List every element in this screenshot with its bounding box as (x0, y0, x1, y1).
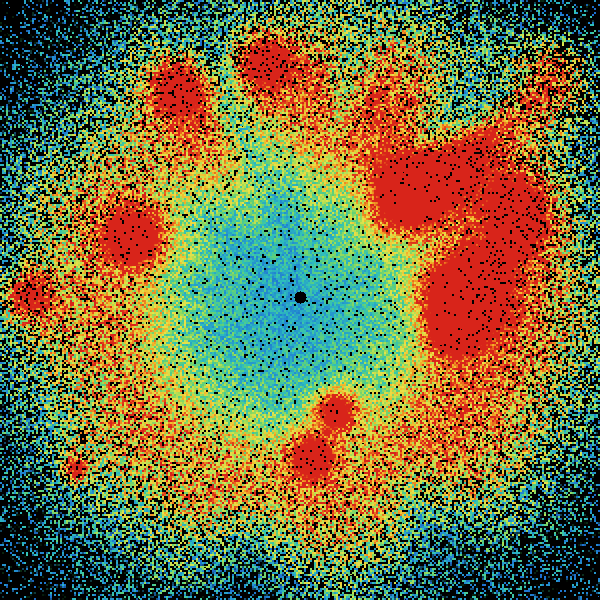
intensity-map-viewport (0, 0, 600, 600)
intensity-map-canvas (0, 0, 600, 600)
